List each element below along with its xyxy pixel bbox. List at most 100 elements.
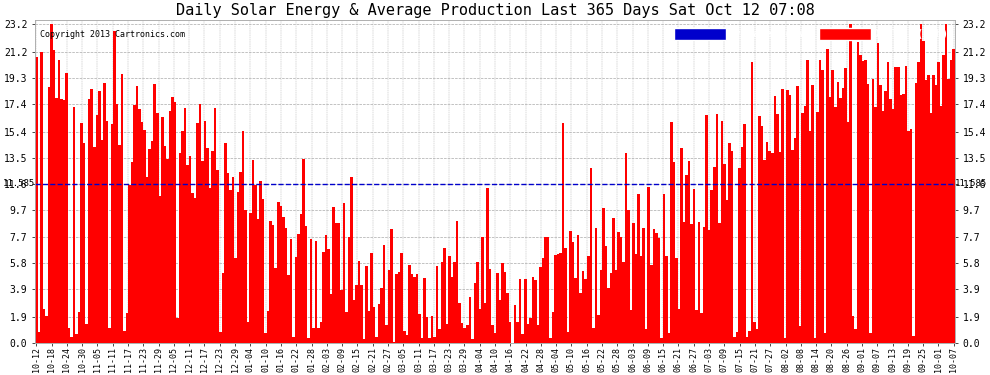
Bar <box>121 74 123 343</box>
Bar <box>153 84 156 343</box>
Bar <box>38 332 40 343</box>
Bar <box>486 188 489 343</box>
Bar <box>650 264 652 343</box>
Bar <box>587 256 589 343</box>
Bar <box>693 189 695 343</box>
Bar <box>395 274 398 343</box>
Bar <box>817 112 819 343</box>
Bar <box>877 43 879 343</box>
Bar <box>874 107 877 343</box>
Bar <box>915 82 917 343</box>
Bar <box>638 194 640 343</box>
Bar <box>471 339 473 343</box>
Bar <box>300 214 302 343</box>
Bar <box>444 248 446 343</box>
Bar <box>491 325 494 343</box>
Bar <box>522 334 524 343</box>
Bar <box>726 200 728 343</box>
Bar <box>78 312 80 343</box>
Bar <box>544 237 546 343</box>
Bar <box>771 153 773 343</box>
Bar <box>534 280 537 343</box>
Bar <box>146 177 148 343</box>
Bar <box>625 153 628 343</box>
Bar <box>718 223 721 343</box>
Bar <box>408 265 411 343</box>
Bar <box>675 258 678 343</box>
Bar <box>912 336 915 343</box>
Bar <box>672 162 675 343</box>
Bar <box>630 310 633 343</box>
Bar <box>441 262 444 343</box>
Bar <box>559 253 561 343</box>
Bar <box>532 277 534 343</box>
Bar <box>781 90 784 343</box>
Bar <box>328 249 330 343</box>
Bar <box>284 228 287 343</box>
Bar <box>819 60 822 343</box>
Bar <box>95 115 98 343</box>
Bar <box>597 315 600 343</box>
Bar <box>461 323 463 343</box>
Bar <box>418 314 421 343</box>
Bar <box>393 342 395 343</box>
Bar <box>421 338 423 343</box>
Bar <box>191 193 194 343</box>
Bar <box>840 98 842 343</box>
Bar <box>279 206 282 343</box>
Bar <box>350 177 352 343</box>
Bar <box>499 300 501 343</box>
Bar <box>768 151 771 343</box>
Bar <box>814 338 817 343</box>
Bar <box>872 79 874 343</box>
Bar <box>721 122 723 343</box>
Bar <box>305 226 307 343</box>
Bar <box>678 309 680 343</box>
Bar <box>633 224 635 343</box>
Bar <box>60 99 62 343</box>
Bar <box>375 337 378 343</box>
Bar <box>685 176 688 343</box>
Bar <box>62 100 65 343</box>
Bar <box>269 221 272 343</box>
Bar <box>504 272 506 343</box>
Bar <box>667 333 670 343</box>
Bar <box>55 98 57 343</box>
Bar <box>401 253 403 343</box>
Bar <box>318 328 320 343</box>
Bar <box>232 177 235 343</box>
Bar <box>564 248 567 343</box>
Bar <box>827 49 829 343</box>
Bar <box>698 222 700 343</box>
Bar <box>481 237 484 343</box>
Bar <box>947 80 950 343</box>
Legend: Average  (kWh), Daily  (kWh): Average (kWh), Daily (kWh) <box>671 26 949 42</box>
Bar <box>73 107 75 343</box>
Bar <box>549 338 551 343</box>
Bar <box>214 108 217 343</box>
Bar <box>111 124 113 343</box>
Bar <box>708 231 711 343</box>
Bar <box>864 60 867 343</box>
Bar <box>703 227 706 343</box>
Bar <box>235 258 237 343</box>
Bar <box>731 151 734 343</box>
Bar <box>869 333 872 343</box>
Bar <box>256 219 259 343</box>
Bar <box>778 152 781 343</box>
Bar <box>431 316 434 343</box>
Bar <box>434 337 436 343</box>
Bar <box>176 318 178 343</box>
Bar <box>360 285 362 343</box>
Bar <box>889 99 892 343</box>
Bar <box>189 156 191 343</box>
Bar <box>346 312 347 343</box>
Bar <box>380 288 383 343</box>
Bar <box>383 245 385 343</box>
Bar <box>80 123 83 343</box>
Bar <box>579 292 582 343</box>
Bar <box>88 99 90 343</box>
Bar <box>426 317 429 343</box>
Bar <box>713 166 716 343</box>
Bar <box>501 263 504 343</box>
